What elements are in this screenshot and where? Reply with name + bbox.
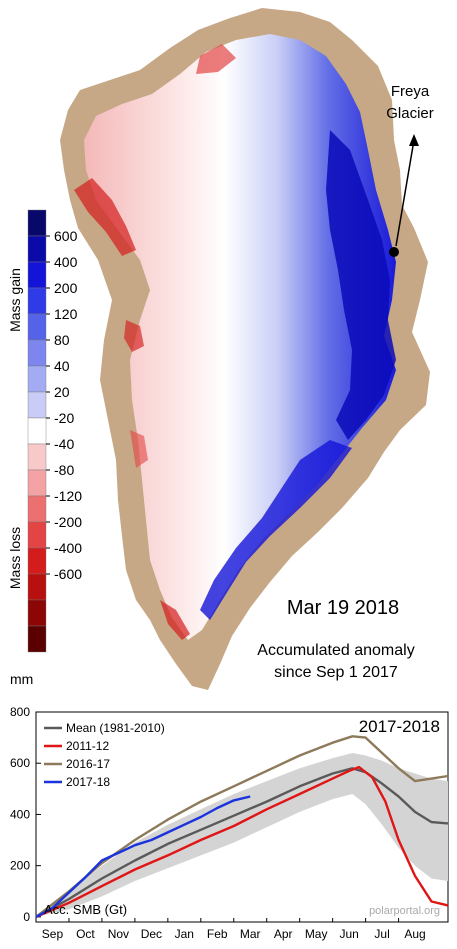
colorbar-swatch <box>27 443 47 471</box>
freya-glacier-marker <box>389 247 399 257</box>
colorbar-tick-label: 400 <box>54 254 78 270</box>
colorbar-swatch <box>27 313 47 341</box>
colorbar-swatch <box>27 521 47 549</box>
colorbar: 600 400 200 120 80 40 20 -20 -40 -80 -120 -200 -400 -… <box>27 209 82 653</box>
y-tick-label: 600 <box>10 756 30 770</box>
chart-title: 2017-2018 <box>359 717 440 736</box>
colorbar-swatch <box>27 417 47 445</box>
colorbar-swatch <box>27 391 47 419</box>
ice-sheet-anomaly <box>84 34 396 640</box>
legend-entry: 2017-18 <box>66 775 110 789</box>
colorbar-swatch <box>27 287 47 315</box>
x-tick-label: Mar <box>240 927 261 941</box>
south-tip-loss <box>160 600 190 640</box>
series-line <box>35 765 449 919</box>
legend-unit: mm <box>10 671 33 687</box>
range-band <box>36 753 448 917</box>
colorbar-swatch <box>27 573 47 601</box>
chart-watermark: polarportal.org <box>369 905 440 917</box>
southeast-gain <box>200 440 352 620</box>
legend-gain-label: Mass gain <box>7 268 23 332</box>
colorbar-swatch <box>27 235 47 263</box>
legend-loss-label: Mass loss <box>7 527 23 589</box>
x-tick-label: Feb <box>207 927 228 941</box>
colorbar-tick-label: -200 <box>54 514 82 530</box>
colorbar-tick-label: -80 <box>54 462 74 478</box>
acc-smb-chart-panel: 0 200 400 600 800 Sep Oct Nov Dec Jan Feb Mar Apr May… <box>0 700 457 944</box>
chart-content: 0 200 400 600 800 Sep Oct Nov Dec Jan Feb Mar Apr May… <box>10 705 449 941</box>
series-line <box>35 767 449 918</box>
x-tick-label: Jan <box>175 927 194 941</box>
colorbar-tick-label: 20 <box>54 384 70 400</box>
y-tick-label: 200 <box>10 859 30 873</box>
colorbar-tick-label: 600 <box>54 228 78 244</box>
colorbar-swatch <box>27 365 47 393</box>
x-tick-label: Nov <box>108 927 129 941</box>
x-tick-label: Sep <box>42 927 64 941</box>
series-line <box>35 735 449 918</box>
map-date: Mar 19 2018 <box>287 597 399 619</box>
colorbar-tick-label: -400 <box>54 540 82 556</box>
colorbar-tick-label: -600 <box>54 566 82 582</box>
colorbar-tick-label: 200 <box>54 280 78 296</box>
colorbar-tick-label: 120 <box>54 306 78 322</box>
map-caption-line2: since Sep 1 2017 <box>274 664 398 681</box>
x-tick-label: Oct <box>76 927 95 941</box>
colorbar-swatch <box>27 599 47 627</box>
acc-smb-chart: 0 200 400 600 800 Sep Oct Nov Dec Jan Feb Mar Apr May… <box>10 705 449 941</box>
north-coast-loss <box>196 44 236 74</box>
legend-entry: 2016-17 <box>66 757 110 771</box>
colorbar-swatch <box>27 469 47 497</box>
colorbar-swatch <box>27 261 47 289</box>
freya-label-line2: Glacier <box>386 105 434 122</box>
east-coast-strong-gain <box>326 130 396 440</box>
x-tick-label: Jul <box>374 927 389 941</box>
west-coast-loss-1 <box>124 320 144 352</box>
y-tick-label: 0 <box>23 910 30 924</box>
freya-glacier-arrow <box>395 139 415 247</box>
x-tick-label: Dec <box>141 927 162 941</box>
colorbar-swatch <box>27 209 47 237</box>
colorbar-tick-label: 40 <box>54 358 70 374</box>
y-tick-label: 800 <box>10 705 30 719</box>
chart-ylabel: Acc. SMB (Gt) <box>44 902 127 917</box>
x-tick-label: Jun <box>339 927 358 941</box>
x-tick-label: May <box>305 927 328 941</box>
x-tick-label: Apr <box>274 927 293 941</box>
x-tick-label: Aug <box>404 927 425 941</box>
colorbar-swatch <box>27 547 47 575</box>
colorbar-swatch <box>27 495 47 523</box>
legend-entry: 2011-12 <box>66 739 109 753</box>
colorbar-tick-label: 80 <box>54 332 70 348</box>
northwest-coast-loss <box>74 178 136 256</box>
west-coast-loss-2 <box>130 430 148 468</box>
colorbar-tick-label: -120 <box>54 488 82 504</box>
colorbar-swatch <box>27 625 47 653</box>
y-tick-label: 400 <box>10 807 30 821</box>
arrow-head <box>409 134 419 146</box>
colorbar-tick-label: -20 <box>54 410 74 426</box>
legend-entry: Mean (1981-2010) <box>66 721 165 735</box>
smb-anomaly-map-panel: 600 400 200 120 80 40 20 -20 -40 -80 -120 -200 -400 -… <box>7 8 434 690</box>
series-line <box>35 795 251 918</box>
freya-label-line1: Freya <box>391 83 430 100</box>
colorbar-swatch <box>27 339 47 367</box>
colorbar-tick-label: -40 <box>54 436 74 452</box>
map-caption-line1: Accumulated anomaly <box>257 642 414 659</box>
map-svg: 600 400 200 120 80 40 20 -20 -40 -80 -120 -200 -400 -… <box>7 8 434 690</box>
